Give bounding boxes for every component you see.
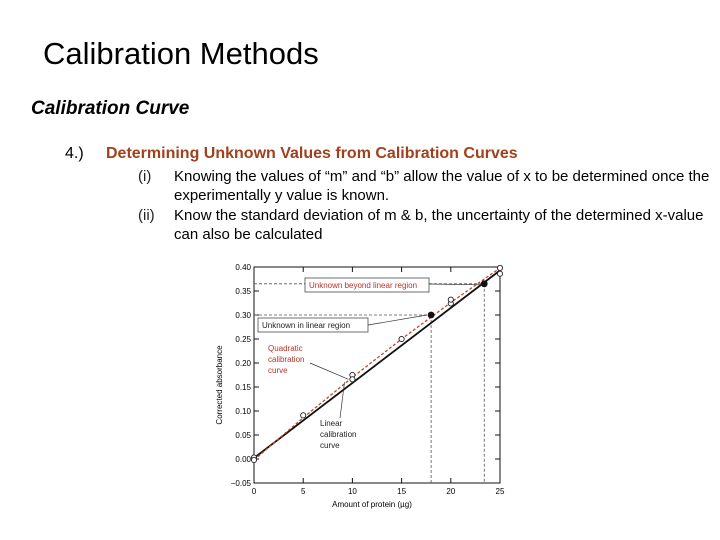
chart-axes: 0 5 10 15 20 25 −0.05 0.00 0.05 0.10 0.15 0.20 0.25 0… xyxy=(215,263,505,509)
slide-subtitle: Calibration Curve xyxy=(31,98,190,119)
annotation-arrow xyxy=(428,283,482,286)
annotation-arrow xyxy=(309,362,349,380)
annotation-quadratic-line: curve xyxy=(268,366,288,375)
y-tick-label: 0.40 xyxy=(235,263,251,272)
y-tick-label: 0.15 xyxy=(235,383,251,392)
chart-curves xyxy=(253,267,501,461)
annotation-linear-line: Linear xyxy=(320,419,343,428)
annotation-arrow xyxy=(367,314,428,326)
standard-point xyxy=(349,376,356,383)
x-tick-label: 20 xyxy=(446,487,455,496)
y-tick-label: 0.25 xyxy=(235,335,251,344)
annotation-arrow xyxy=(339,382,345,419)
calibration-chart: 0 5 10 15 20 25 −0.05 0.00 0.05 0.10 0.15 0.20 0.25 0… xyxy=(215,263,505,509)
y-tick-label: 0.10 xyxy=(235,407,251,416)
x-tick-label: 0 xyxy=(252,487,257,496)
y-axis-label: Corrected absorbance xyxy=(215,345,224,425)
x-tick-label: 25 xyxy=(496,487,505,496)
standard-point xyxy=(398,335,405,343)
list-item-text: Knowing the values of “m” and “b” allow … xyxy=(174,168,710,204)
x-tick-label: 15 xyxy=(397,487,406,496)
standard-point xyxy=(496,270,504,277)
annotation-box xyxy=(304,277,430,293)
annotation-linear-line: calibration xyxy=(320,430,356,439)
y-tick-label: 0.05 xyxy=(235,431,251,440)
y-tick-label: 0.35 xyxy=(235,287,251,296)
annotation-unknown-in-linear: Unknown in linear region xyxy=(262,321,350,330)
unknown-point xyxy=(480,280,488,288)
standard-point xyxy=(496,264,504,272)
y-tick-label: 0.00 xyxy=(235,455,251,464)
y-tick-label: 0.20 xyxy=(235,359,251,368)
linear-calibration-line xyxy=(253,269,501,459)
chart-points xyxy=(250,264,504,464)
slide-title: Calibration Methods xyxy=(43,36,319,71)
quadratic-calibration-curve xyxy=(253,267,501,461)
point-number: 4.) xyxy=(65,145,84,162)
x-tick-label: 10 xyxy=(348,487,357,496)
annotation-quadratic-line: calibration xyxy=(268,355,304,364)
standard-point xyxy=(300,412,307,419)
x-axis-label: Amount of protein (µg) xyxy=(332,500,412,509)
annotation-unknown-beyond-linear: Unknown beyond linear region xyxy=(309,281,417,290)
list-item-number: (ii) xyxy=(138,207,155,224)
x-tick-label: 5 xyxy=(301,487,306,496)
unknown-point xyxy=(427,311,435,319)
annotation-quadratic-line: Quadratic xyxy=(268,344,303,353)
list-item-number: (i) xyxy=(138,168,152,185)
y-tick-label: 0.30 xyxy=(235,311,251,320)
list-item-text: Know the standard deviation of m & b, th… xyxy=(174,207,704,243)
standard-point xyxy=(250,456,258,464)
y-tick-label: −0.05 xyxy=(231,479,252,488)
standard-point xyxy=(447,296,454,303)
chart-guides xyxy=(254,283,485,483)
point-heading: Determining Unknown Values from Calibrat… xyxy=(106,145,518,162)
chart-labels: Unknown beyond linear region Unknown in l… xyxy=(257,277,482,450)
plot-frame xyxy=(253,266,501,484)
annotation-linear-line: curve xyxy=(320,441,340,450)
